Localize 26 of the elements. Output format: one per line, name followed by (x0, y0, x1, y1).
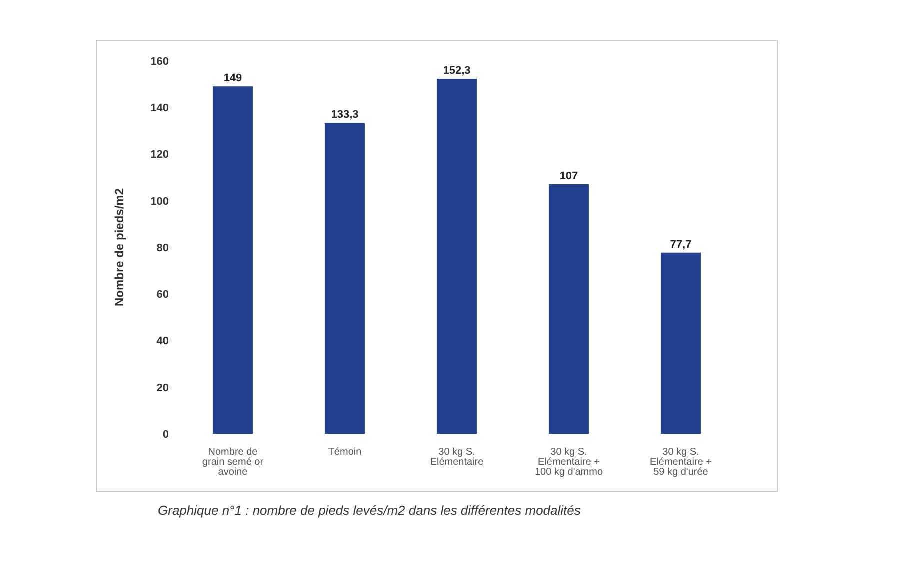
y-tick-label: 60 (156, 289, 169, 302)
bar (213, 86, 253, 434)
bar (325, 123, 365, 434)
x-tick-label: 30 kg S. Elémentaire (430, 447, 484, 468)
bar (661, 252, 701, 434)
data-label: 77,7 (670, 238, 692, 251)
y-tick-label: 40 (156, 336, 169, 348)
y-axis-title: Nombre de pieds/m2 (112, 188, 126, 307)
text: Graphique n°1 : nombre de pieds levés/m2 dans les différentes modalités (158, 503, 581, 518)
data-label: 152,3 (443, 64, 471, 77)
y-tick-label: 100 (150, 196, 169, 208)
data-label: 107 (560, 170, 578, 183)
x-tick-label: Nombre de grain semé or avoine (202, 447, 264, 478)
y-tick-label: 120 (150, 149, 169, 162)
y-tick-label: 0 (162, 428, 169, 441)
y-tick-label: 140 (150, 102, 169, 115)
x-tick-label: Témoin (328, 447, 362, 458)
x-tick-label: 30 kg S. Elémentaire + 100 kg d'ammo (534, 447, 604, 478)
data-label: 133,3 (331, 109, 359, 122)
y-tick-label: 20 (156, 382, 169, 394)
x-tick-label: 30 kg S. Elémentaire + 59 kg d'urée (650, 447, 712, 478)
bar (437, 78, 477, 434)
data-label: 149 (224, 72, 242, 85)
y-tick-label: 80 (156, 242, 169, 254)
bar (549, 184, 589, 434)
y-tick-label: 160 (150, 56, 169, 68)
